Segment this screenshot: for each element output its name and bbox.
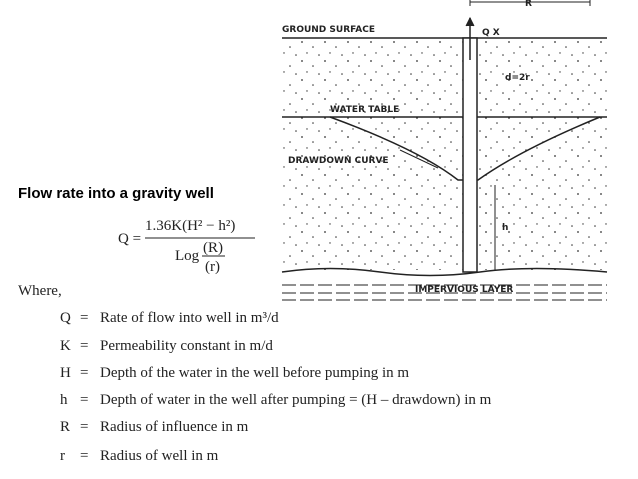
title: Flow rate into a gravity well <box>18 185 214 202</box>
symbol: R <box>60 419 70 435</box>
equals: = <box>80 448 88 464</box>
label: GROUND SURFACE <box>282 25 375 35</box>
label: R <box>525 0 532 9</box>
symbol: h <box>60 392 68 408</box>
label: d=2r <box>505 73 530 83</box>
equals: = <box>80 338 88 354</box>
label: Q X <box>482 28 500 38</box>
definition: Radius of well in m <box>100 448 219 464</box>
definitions: Q = Rate of flow into well in m³/d K = Permea… <box>60 310 492 464</box>
definition: Radius of influence in m <box>100 419 249 435</box>
symbol: Q <box>60 310 71 326</box>
symbol: r <box>60 448 65 464</box>
formula-numerator: 1.36K(H² − h²) <box>145 218 235 234</box>
formula: Q = 1.36K(H² − h²) Log (R) (r) <box>118 218 255 275</box>
definition: Depth of the water in the well before pu… <box>100 365 409 381</box>
label: WATER TABLE <box>330 105 399 115</box>
definition: Depth of water in the well after pumping… <box>100 392 492 408</box>
formula-R: (R) <box>203 240 223 256</box>
equals: = <box>80 310 88 326</box>
label: IMPERVIOUS LAYER <box>415 285 513 295</box>
diagram: GROUND SURFACE Q X R d=2r WATER TABLE DR… <box>281 0 608 301</box>
label: DRAWDOWN CURVE <box>288 156 389 166</box>
formula-lhs: Q = <box>118 231 141 247</box>
where: Where, <box>18 283 62 299</box>
formula-r: (r) <box>205 259 220 275</box>
equals: = <box>80 419 88 435</box>
definition: Rate of flow into well in m³/d <box>100 310 279 326</box>
equals: = <box>80 365 88 381</box>
symbol: H <box>60 365 71 381</box>
formula-log: Log <box>175 248 200 264</box>
label: h <box>502 223 508 233</box>
definition: Permeability constant in m/d <box>100 338 273 354</box>
equals: = <box>80 392 88 408</box>
symbol: K <box>60 338 71 354</box>
